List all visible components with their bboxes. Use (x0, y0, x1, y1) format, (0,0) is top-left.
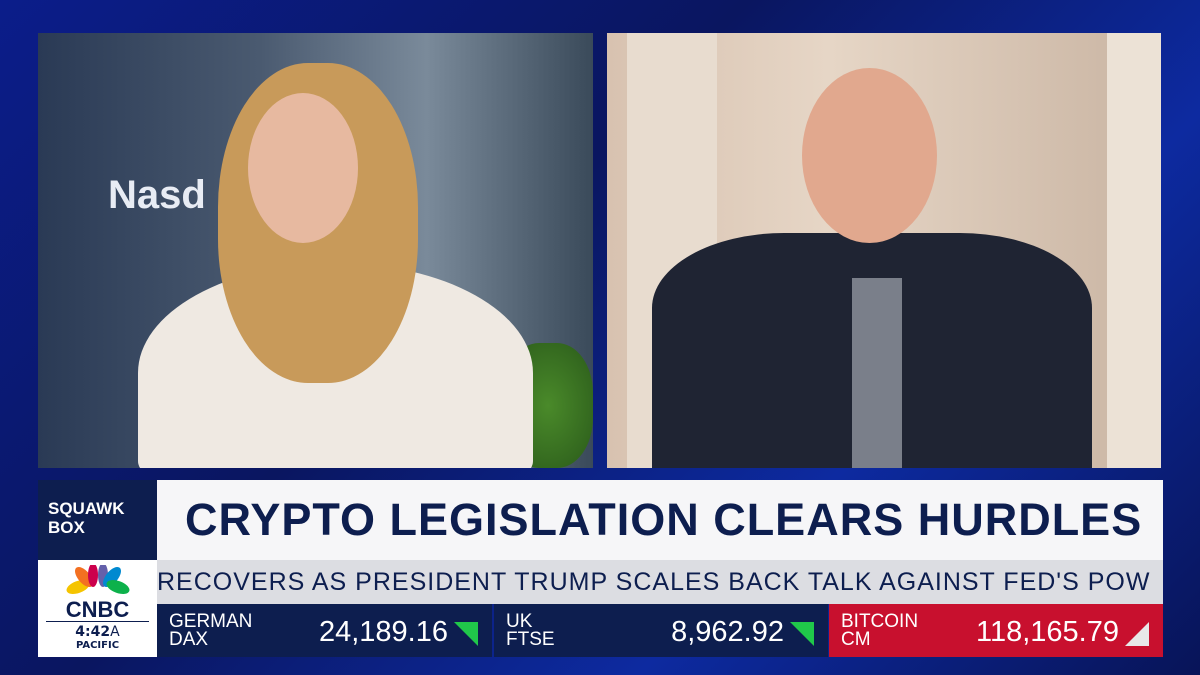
news-ticker: RECOVERS AS PRESIDENT TRUMP SCALES BACK … (157, 560, 1163, 604)
quote-value: 8,962.92 (671, 616, 784, 648)
peacock-icon (66, 563, 129, 594)
quote-name: GERMAN (169, 611, 253, 632)
quote-sub: FTSE (506, 629, 555, 650)
ticker-text: RECOVERS AS PRESIDENT TRUMP SCALES BACK … (157, 568, 1151, 596)
arrow-down-icon (790, 622, 814, 646)
quote-sub: CM (841, 629, 871, 650)
market-quote-dax: GERMAN DAX 24,189.16 (157, 604, 492, 657)
quote-name: BITCOIN (841, 611, 919, 632)
show-name-line1: SQUAWK (48, 499, 125, 518)
column (1107, 33, 1161, 468)
arrow-down-icon (454, 622, 478, 646)
arrow-up-icon (1125, 622, 1149, 646)
headline-bar: CRYPTO LEGISLATION CLEARS HURDLES (157, 480, 1163, 560)
clock-ampm: A (110, 624, 120, 640)
show-name: SQUAWK BOX (38, 480, 157, 560)
network-name: CNBC (46, 599, 149, 622)
market-quote-ftse: UK FTSE 8,962.92 (494, 604, 828, 657)
market-quote-bitcoin: BITCOIN CM 118,165.79 (829, 604, 1163, 657)
guest-tie (852, 278, 902, 468)
anchor-face (248, 93, 358, 243)
headline: CRYPTO LEGISLATION CLEARS HURDLES (185, 494, 1143, 545)
nasdaq-sign: Nasd (108, 173, 206, 217)
quote-value: 118,165.79 (976, 616, 1119, 648)
show-name-line2: BOX (48, 518, 85, 537)
network-logo: CNBC 4:42A PACIFIC (38, 560, 157, 657)
video-feed-guest (607, 33, 1161, 468)
clock-time: 4:42 (75, 624, 111, 640)
quote-sub: DAX (169, 629, 209, 650)
quote-name: UK (506, 611, 533, 632)
guest-face (802, 68, 937, 243)
quote-value: 24,189.16 (318, 616, 448, 648)
time-zone: PACIFIC (75, 640, 120, 651)
video-feed-anchor: Nasd (38, 33, 593, 468)
